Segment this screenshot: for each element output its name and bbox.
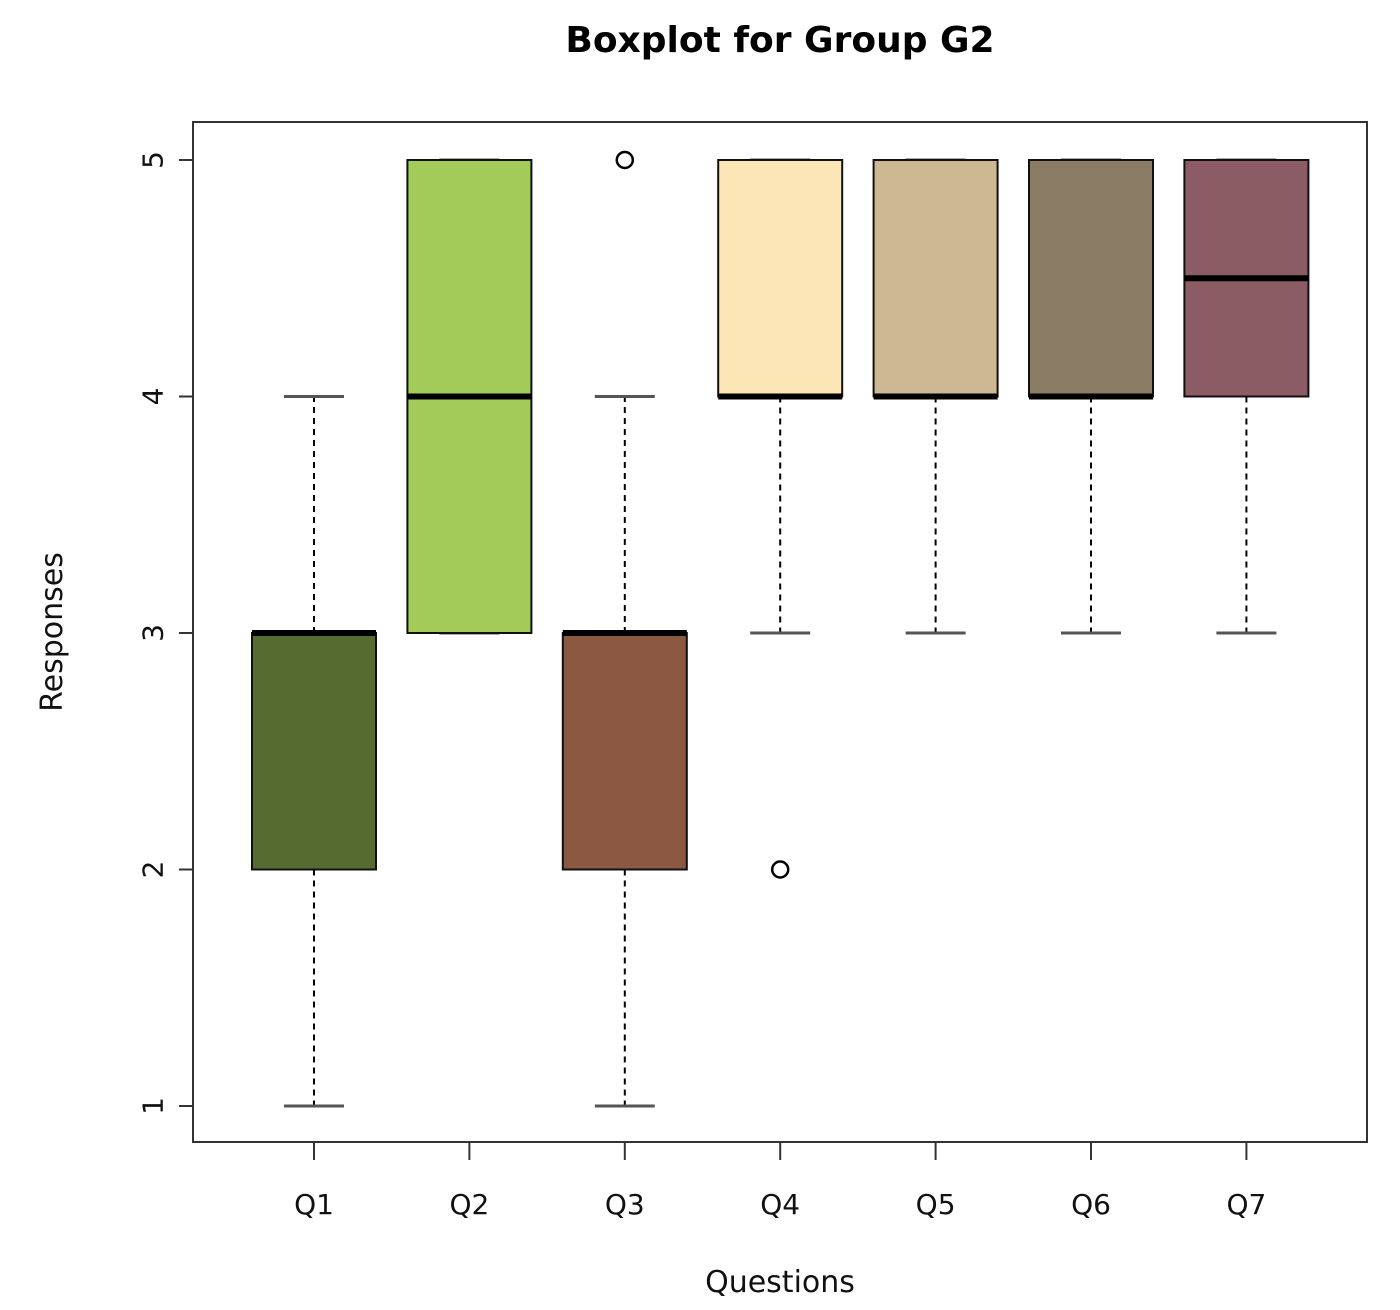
box-q6 [1028,159,1154,398]
x-tick-label-Q3: Q3 [605,1188,645,1221]
chart-title: Boxplot for Group G2 [565,20,994,61]
box-q1 [251,632,377,871]
x-tick-label-Q1: Q1 [294,1188,334,1221]
x-tick-label-Q5: Q5 [916,1188,956,1221]
x-tick-label-Q2: Q2 [449,1188,489,1221]
y-axis: 1 2 3 4 5 [137,151,194,1115]
x-tick-label-Q7: Q7 [1226,1188,1266,1221]
x-tick-label-Q6: Q6 [1071,1188,1111,1221]
x-axis-label: Questions [705,1265,855,1300]
x-axis: Q1 Q2 Q3 Q4 Q5 Q6 Q7 [294,1142,1266,1221]
y-tick-label-1: 1 [137,1097,170,1115]
y-tick-label-4: 4 [137,388,170,406]
y-tick-label-2: 2 [137,861,170,879]
outlier-q4-0 [770,860,790,879]
y-tick-label-5: 5 [137,151,170,169]
y-axis-label: Responses [35,552,70,712]
y-tick-label-3: 3 [137,624,170,642]
x-tick-label-Q4: Q4 [760,1188,800,1221]
boxes-group [251,150,1310,1108]
box-q4 [717,159,844,398]
box-q3 [561,632,688,871]
box-q5 [872,159,999,398]
outlier-q3-0 [615,150,635,170]
